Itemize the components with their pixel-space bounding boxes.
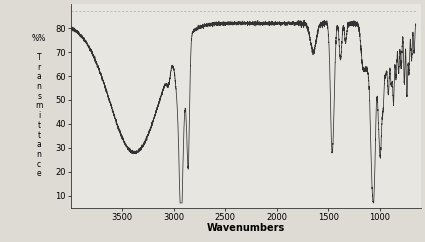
X-axis label: Wavenumbers: Wavenumbers — [207, 223, 285, 233]
Text: %%
 
T
r
a
n
s
m
i
t
t
a
n
c
e: %% T r a n s m i t t a n c e — [32, 34, 46, 178]
